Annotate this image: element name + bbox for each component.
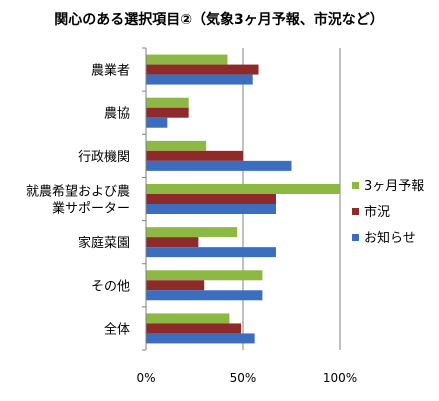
bar-2-0 — [146, 140, 207, 151]
bar-3-2 — [146, 204, 276, 214]
category-label-6: 全体 — [104, 321, 130, 337]
chart-title: 関心のある選択項目②（気象3ヶ月予報、市況など） — [54, 11, 384, 28]
category-label-5: その他 — [91, 279, 130, 294]
bar-1-2 — [146, 117, 168, 128]
legend-swatch-1 — [352, 208, 359, 215]
x-tick-label-1: 50% — [230, 371, 257, 385]
legend-label-1: 市況 — [364, 204, 390, 220]
bar-4-2 — [146, 247, 276, 258]
category-label-3-line-0: 就農希望および農 — [26, 184, 130, 200]
legend-label-0: 3ヶ月予報 — [364, 179, 424, 194]
x-tick-label-2: 100% — [323, 371, 357, 385]
bar-2-2 — [146, 160, 292, 171]
bar-0-0 — [146, 54, 228, 65]
bar-3-0 — [146, 184, 340, 194]
bar-5-1 — [146, 280, 205, 291]
bar-6-1 — [146, 323, 242, 334]
bar-6-2 — [146, 333, 255, 344]
legend-label-2: お知らせ — [364, 230, 416, 246]
category-label-0: 農業者 — [91, 63, 130, 79]
bar-4-0 — [146, 227, 238, 238]
bar-6-0 — [146, 313, 230, 324]
bar-5-2 — [146, 290, 263, 301]
bar-0-1 — [146, 64, 259, 75]
bar-5-0 — [146, 270, 263, 281]
bar-4-1 — [146, 237, 199, 248]
x-tick-label-0: 0% — [136, 371, 155, 385]
bar-3-1 — [146, 194, 276, 204]
legend-swatch-0 — [352, 182, 359, 189]
category-label-3-line-1: 業サポーター — [52, 201, 130, 217]
category-label-2: 行政機関 — [78, 150, 130, 165]
bar-1-1 — [146, 107, 189, 118]
bar-0-2 — [146, 74, 253, 85]
category-label-4: 家庭菜園 — [78, 235, 130, 251]
bar-2-1 — [146, 150, 243, 161]
legend-swatch-2 — [352, 234, 359, 241]
bar-1-0 — [146, 97, 189, 108]
category-label-1: 農協 — [104, 107, 130, 122]
